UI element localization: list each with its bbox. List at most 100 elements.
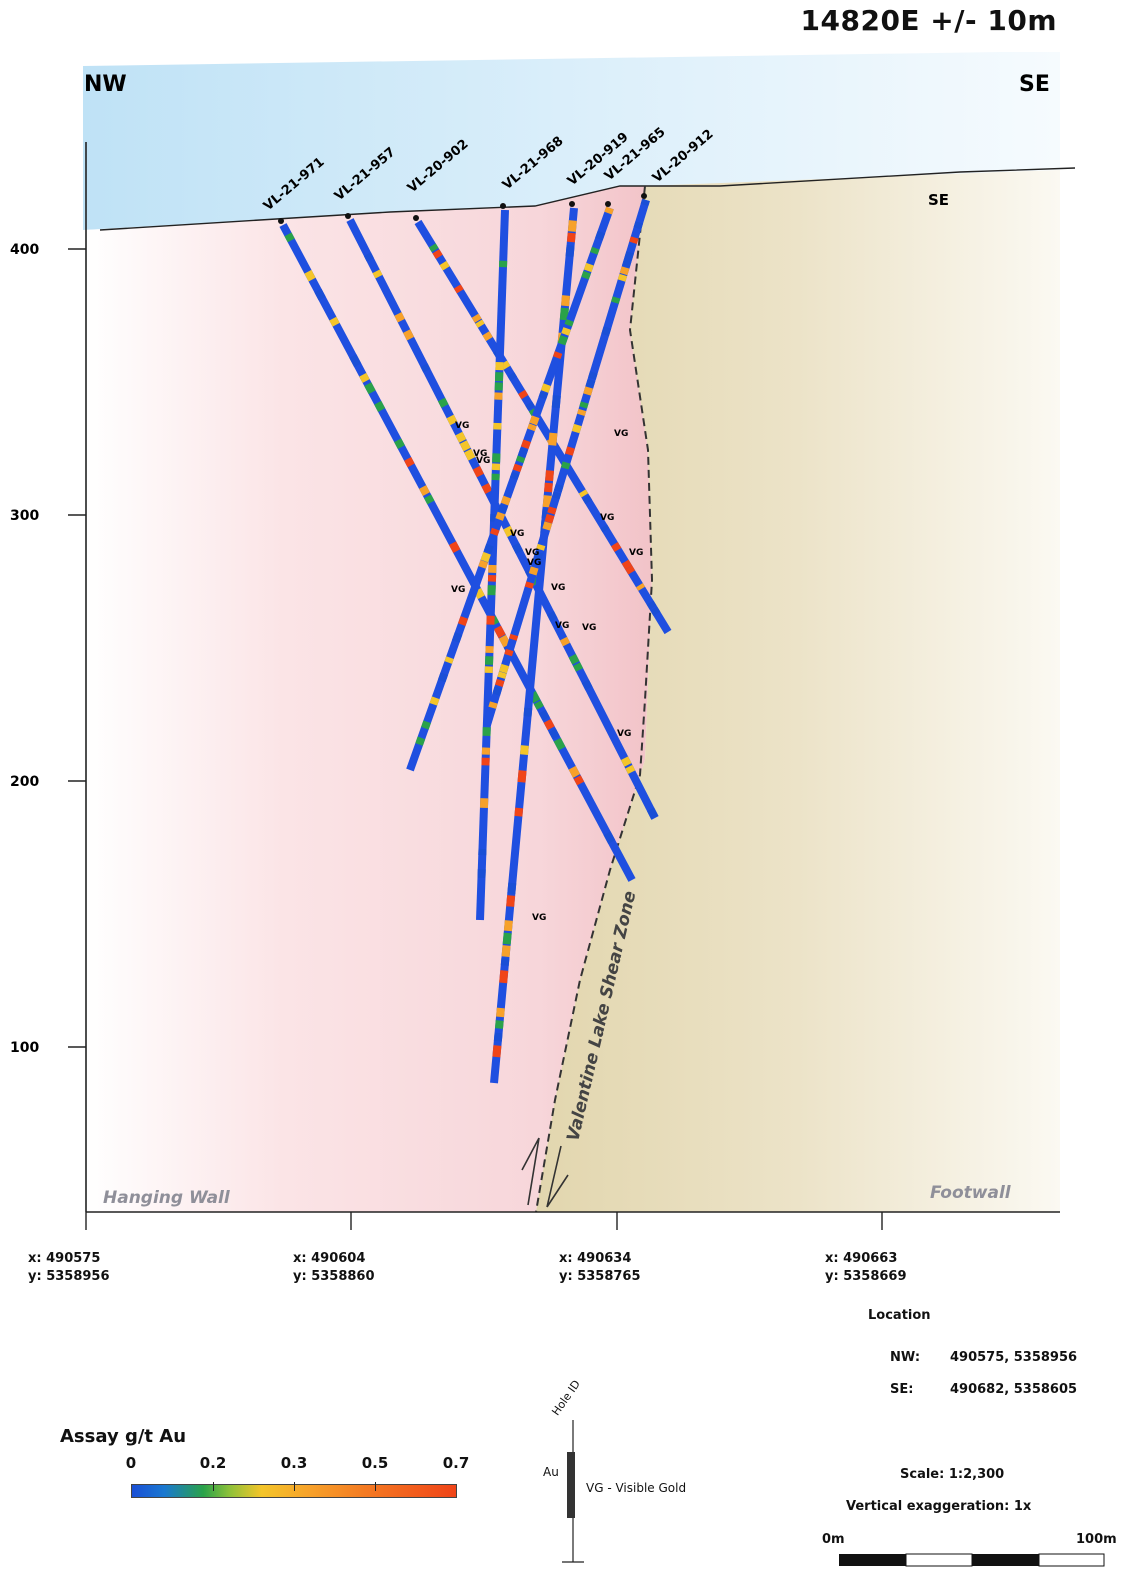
assay-interval: [420, 363, 431, 373]
visible-gold-label: VG: [527, 558, 541, 568]
assay-interval: [512, 542, 524, 555]
visible-gold-label: VG: [629, 548, 643, 558]
elevation-label: 100: [10, 1040, 39, 1056]
assay-interval: [364, 382, 376, 395]
assay-interval: [492, 1045, 502, 1058]
assay-interval: [453, 284, 464, 294]
assay-interval: [529, 415, 540, 426]
visible-gold-label: VG: [614, 429, 628, 439]
assay-interval: [568, 765, 581, 778]
shear-arrow-down: [546, 1145, 569, 1208]
direction-se: SE: [1019, 72, 1050, 97]
footwall-se-label: SE: [928, 191, 949, 209]
collar-marker: [413, 215, 419, 221]
assay-interval: [579, 401, 589, 409]
assay-interval: [600, 524, 610, 533]
assay-interval: [432, 249, 443, 259]
assay-interval: [509, 633, 519, 641]
legend-tick: 0.3: [280, 1454, 308, 1472]
assay-interval: [482, 331, 493, 342]
coordinate-label: x: 490663 y: 5358669: [825, 1251, 907, 1284]
assay-interval: [573, 775, 585, 786]
assay-interval: [601, 326, 612, 337]
assay-interval: [540, 383, 551, 393]
collar-marker: [569, 201, 575, 207]
legend-tick: 0.7: [442, 1454, 470, 1472]
assay-interval: [524, 581, 534, 589]
assay-interval: [578, 489, 589, 498]
assay-interval: [394, 312, 405, 323]
assay-interval: [552, 351, 563, 359]
assay-interval: [621, 559, 633, 570]
assay-interval: [359, 372, 370, 383]
assay-interval: [545, 470, 554, 482]
coordinate-label: x: 490604 y: 5358860: [293, 1251, 375, 1284]
assay-interval: [446, 414, 458, 426]
visible-gold-label: VG: [600, 513, 614, 523]
assay-interval: [566, 232, 576, 243]
assay-interval: [428, 243, 439, 253]
assay-interval: [517, 770, 527, 783]
legend-tick: 0.5: [361, 1454, 389, 1472]
assay-interval: [394, 438, 405, 450]
assay-interval: [437, 672, 449, 683]
assay-interval: [349, 354, 362, 368]
legend-tick: 0: [125, 1454, 137, 1472]
key-vg-label: VG - Visible Gold: [586, 1481, 687, 1495]
scale-bar-seg: [839, 1554, 906, 1566]
assay-interval: [625, 565, 636, 575]
assay-interval: [640, 198, 650, 207]
assay-interval: [604, 206, 614, 215]
assay-interval: [585, 378, 596, 389]
assay-interval: [329, 316, 340, 327]
assay-interval: [583, 386, 594, 396]
scale-bar-start: 0m: [822, 1532, 845, 1547]
footwall-area: [536, 170, 1060, 1212]
section-title: 14820E +/- 10m: [800, 4, 1057, 37]
assay-interval: [520, 745, 529, 756]
assay-interval: [480, 551, 491, 563]
color-bar-tick: [213, 1482, 214, 1491]
coordinate-label: x: 490634 y: 5358765: [559, 1251, 641, 1284]
assay-interval: [472, 465, 484, 478]
assay-interval: [568, 653, 580, 665]
assay-interval: [448, 541, 461, 554]
assay-interval: [561, 295, 570, 307]
assay-interval: [507, 372, 517, 381]
assay-interval: [498, 503, 509, 514]
assay-interval: [577, 408, 587, 417]
assay-interval: [439, 260, 450, 271]
visible-gold-label: VG: [451, 585, 465, 595]
assay-interval: [363, 252, 374, 262]
assay-interval: [542, 521, 553, 531]
hanging-wall-area: [86, 186, 652, 1212]
assay-interval: [503, 920, 513, 932]
assay-interval: [518, 389, 529, 400]
elevation-label: 200: [10, 774, 39, 790]
assay-interval: [502, 932, 512, 945]
assay-interval: [512, 463, 523, 473]
assay-interval: [542, 495, 552, 508]
assay-interval: [499, 970, 509, 984]
assay-interval: [647, 807, 659, 820]
assay-interval: [451, 632, 463, 643]
assay-interval: [514, 807, 524, 817]
assay-interval: [564, 319, 574, 327]
assay-interval: [603, 831, 616, 844]
assay-interval: [544, 482, 553, 493]
assay-interval: [582, 495, 593, 505]
assay-interval: [459, 440, 471, 452]
visible-gold-label: VG: [555, 621, 569, 631]
assay-interval: [538, 709, 550, 721]
assay-interval: [501, 945, 511, 957]
assay-interval: [551, 395, 561, 409]
assay-interval: [488, 701, 498, 709]
assay-interval: [547, 506, 557, 515]
assay-interval: [478, 559, 489, 569]
assay-interval: [498, 634, 511, 648]
scale-bar-seg: [972, 1554, 1039, 1566]
visible-gold-label: VG: [551, 583, 565, 593]
collar-marker: [605, 201, 611, 207]
